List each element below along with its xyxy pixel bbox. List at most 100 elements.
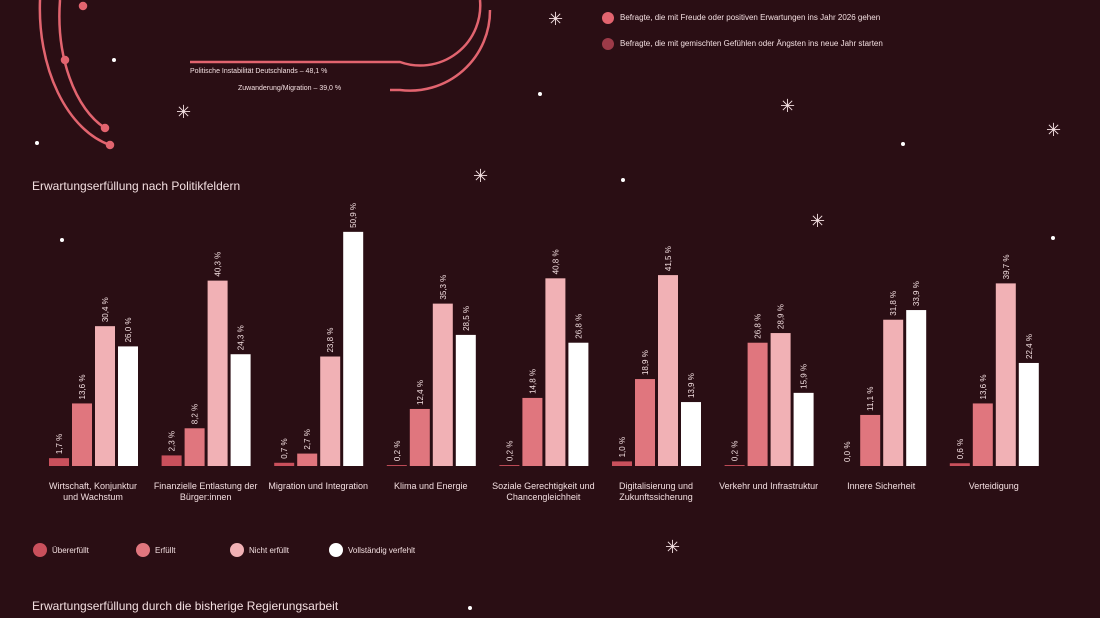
value-label: 30,4 % [101, 297, 110, 322]
legend-label: Befragte, die mit Freude oder positiven … [620, 13, 881, 22]
bar [432, 303, 453, 466]
bar [770, 333, 791, 466]
value-label: 50,9 % [349, 203, 358, 228]
bar [343, 231, 364, 466]
x-tick-label: Klima und Energie [394, 481, 468, 491]
bar [161, 455, 182, 466]
bar [297, 453, 318, 466]
legend-label: Übererfüllt [52, 546, 89, 555]
value-label: 28,5 % [462, 306, 471, 331]
bar [949, 463, 970, 466]
legend-swatch [329, 543, 343, 557]
legend-swatch [33, 543, 47, 557]
value-label: 2,7 % [303, 429, 312, 449]
x-tick-label: Migration und Integration [268, 481, 368, 491]
bar [612, 461, 632, 466]
bar [274, 462, 295, 466]
value-label: 11,1 % [866, 387, 875, 411]
section-title: Erwartungserfüllung durch die bisherige … [32, 599, 339, 613]
svg-text:✳: ✳ [1046, 120, 1061, 140]
legend-label: Nicht erfüllt [249, 546, 290, 555]
svg-text:✳: ✳ [548, 9, 563, 29]
value-label: 15,9 % [800, 364, 809, 389]
svg-text:✳: ✳ [176, 102, 191, 122]
legend-swatch [602, 12, 614, 24]
bar [545, 278, 566, 466]
value-label: 13,6 % [78, 375, 87, 400]
bar [184, 428, 205, 466]
value-label: 28,9 % [777, 304, 786, 329]
value-label: 14,8 % [528, 369, 537, 394]
legend-swatch [602, 38, 614, 50]
svg-text:✳: ✳ [810, 211, 825, 231]
bar [883, 319, 904, 466]
svg-text:✳: ✳ [780, 96, 795, 116]
value-label: 0,2 % [393, 441, 402, 461]
value-label: 1,0 % [618, 437, 627, 457]
value-label: 24,3 % [237, 325, 246, 350]
bar [118, 346, 138, 466]
bar [230, 354, 251, 466]
value-label: 40,3 % [214, 252, 223, 277]
bar [72, 403, 92, 466]
bar [681, 402, 701, 466]
legend-label: Vollständig verfehlt [348, 546, 416, 555]
value-label: 0,2 % [505, 441, 514, 461]
bar [658, 275, 678, 466]
decor-arcs [38, 0, 492, 150]
value-label: 26,8 % [754, 314, 763, 339]
value-label: 13,6 % [979, 375, 988, 400]
x-tick-label: Finanzielle Entlastung der Bürger:innen [153, 481, 258, 502]
x-tick-label: Verteidigung [968, 481, 1019, 491]
bar [793, 392, 814, 466]
value-label: 8,2 % [191, 404, 200, 424]
value-label: 26,0 % [124, 317, 133, 342]
legend-label: Befragte, die mit gemischten Gefühlen od… [620, 39, 883, 48]
bar [522, 397, 543, 466]
value-label: 31,8 % [889, 291, 898, 316]
bar [635, 379, 655, 466]
value-label: 0,0 % [843, 442, 852, 462]
x-tick-label: Soziale Gerechtigkeit und Chancengleichh… [492, 481, 595, 502]
decor-stars: ✳ ✳ ✳ ✳ ✳ ✳ ✳ [35, 9, 1061, 610]
value-label: 0,6 % [956, 439, 965, 459]
value-label: 18,9 % [641, 350, 650, 375]
bar [860, 414, 881, 466]
value-label: 1,7 % [55, 434, 64, 454]
x-tick-label: Wirtschaft, Konjunktur und Wachstum [48, 481, 138, 502]
value-label: 0,7 % [280, 438, 289, 458]
value-label: 35,3 % [439, 275, 448, 300]
bar [972, 403, 993, 466]
bar [747, 342, 768, 466]
value-label: 12,4 % [416, 380, 425, 405]
x-tick-label: Innere Sicherheit [847, 481, 916, 491]
bar [95, 326, 115, 466]
value-label: 40,8 % [551, 249, 560, 274]
svg-text:✳: ✳ [473, 166, 488, 186]
svg-text:✳: ✳ [665, 537, 680, 557]
bar [1018, 362, 1039, 466]
value-label: 2,3 % [168, 431, 177, 451]
bar [207, 280, 228, 466]
arc-label: Politische Instabilität Deutschlands – 4… [190, 68, 328, 75]
arc-label: Zuwanderung/Migration – 39,0 % [238, 85, 342, 92]
value-label: 22,4 % [1025, 334, 1034, 359]
value-label: 23,8 % [326, 328, 335, 353]
bar [455, 334, 476, 466]
chart-title: Erwartungserfüllung nach Politikfeldern [32, 179, 241, 193]
bar [499, 465, 520, 466]
x-tick-label: Verkehr und Infrastruktur [719, 481, 819, 491]
bar [386, 465, 407, 466]
bar [409, 408, 430, 466]
bar [724, 465, 745, 466]
legend-label: Erfüllt [155, 546, 176, 555]
legend-swatch [230, 543, 244, 557]
bar [320, 356, 341, 466]
bar [49, 458, 69, 466]
value-label: 41,5 % [664, 246, 673, 271]
value-label: 26,8 % [574, 314, 583, 339]
bar [568, 342, 589, 466]
value-label: 13,9 % [687, 373, 696, 398]
